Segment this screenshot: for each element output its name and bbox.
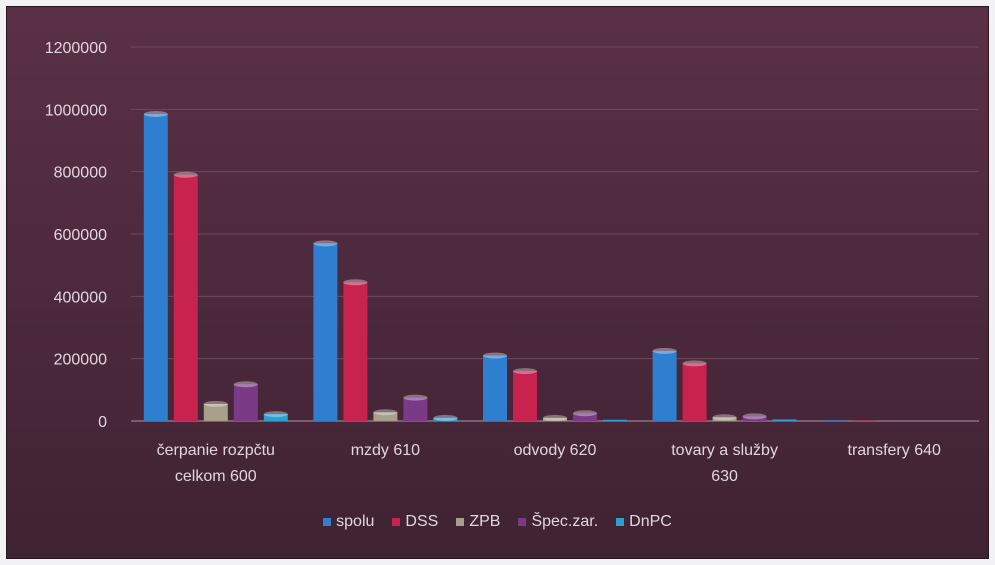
legend-item: ZPB [456,513,500,531]
y-tick-label: 1000000 [45,102,107,119]
bar-spolu [313,243,338,421]
legend: spolu DSS ZPB Špec.zar. DnPC [7,513,988,531]
legend-swatch [323,518,332,526]
bar-ZPB [712,417,737,421]
y-axis-ticks: 0 200000 400000 600000 800000 1000000 1200000 [45,40,107,431]
x-tick-label: transfery 640 [848,442,941,459]
bar-cap [652,347,677,354]
bar-cap [513,368,537,375]
bar-ZPB [373,412,398,421]
legend-item: DnPC [616,513,672,531]
bar-cap [343,279,368,286]
bar-DSS [173,174,198,421]
x-tick-label: tovary a služby 630 [671,442,778,485]
legend-label: ZPB [469,513,501,530]
legend-label: DSS [405,513,439,530]
bar-spolu [652,350,677,421]
bar-ZPB [203,403,228,421]
bar-DSS [343,282,368,421]
x-tick-label: odvody 620 [514,442,597,459]
grid-lines [131,46,979,422]
bar-cap [742,413,767,420]
y-tick-label: 400000 [54,289,107,306]
bar-spolu [483,355,507,421]
bar-Špec.zar. [403,397,428,421]
bar-spolu [822,420,847,421]
bar-cap [173,171,198,178]
bar-cap [143,111,168,118]
y-tick-label: 800000 [54,165,107,182]
bar-cap [483,352,507,359]
x-axis-ticks: čerpanie rozpčtu celkom 600 mzdy 610 odvody… [157,442,941,485]
legend-label: spolu [336,513,375,530]
chart-frame: 0 200000 400000 600000 800000 1000000 1200000 … [6,6,989,559]
bar-DSS [682,363,707,421]
bar-ZPB [543,417,567,421]
legend-swatch [456,518,465,526]
bar-cap [203,400,228,407]
bar-cap [712,414,737,421]
x-tick-label: čerpanie rozpčtu celkom 600 [157,442,275,485]
bar-cap [433,414,458,421]
legend-swatch [518,518,527,526]
legend-item: spolu [323,513,374,531]
bar-spolu [143,114,168,421]
bar-Špec.zar. [573,413,597,421]
y-tick-label: 200000 [54,352,107,369]
bar-DnPC [603,419,627,421]
bar-Špec.zar. [233,384,258,421]
y-tick-label: 600000 [54,227,107,244]
legend-swatch [392,518,401,526]
bar-cap [682,360,707,367]
y-tick-label: 0 [98,414,107,431]
bar-Špec.zar. [742,416,767,421]
legend-item: DSS [392,513,438,531]
bar-cap [573,410,597,417]
bar-chart: 020000040000060000080000010000001200000 … [45,40,979,485]
legend-item: Špec.zar. [518,513,598,531]
legend-label: DnPC [629,513,672,530]
bar-cap [313,240,338,247]
bar-DnPC [772,419,797,421]
bar-DnPC [263,414,288,421]
bar-cap [543,414,567,421]
legend-label: Špec.zar. [531,513,599,530]
legend-swatch [616,518,625,526]
bars [143,111,877,421]
bar-DSS [513,371,537,421]
bar-cap [233,381,258,388]
bar-cap [373,409,398,416]
bar-cap [403,394,428,401]
y-tick-label: 1200000 [45,40,107,57]
bar-cap [263,411,288,418]
x-tick-label: mzdy 610 [351,442,420,459]
bar-DnPC [433,417,458,421]
